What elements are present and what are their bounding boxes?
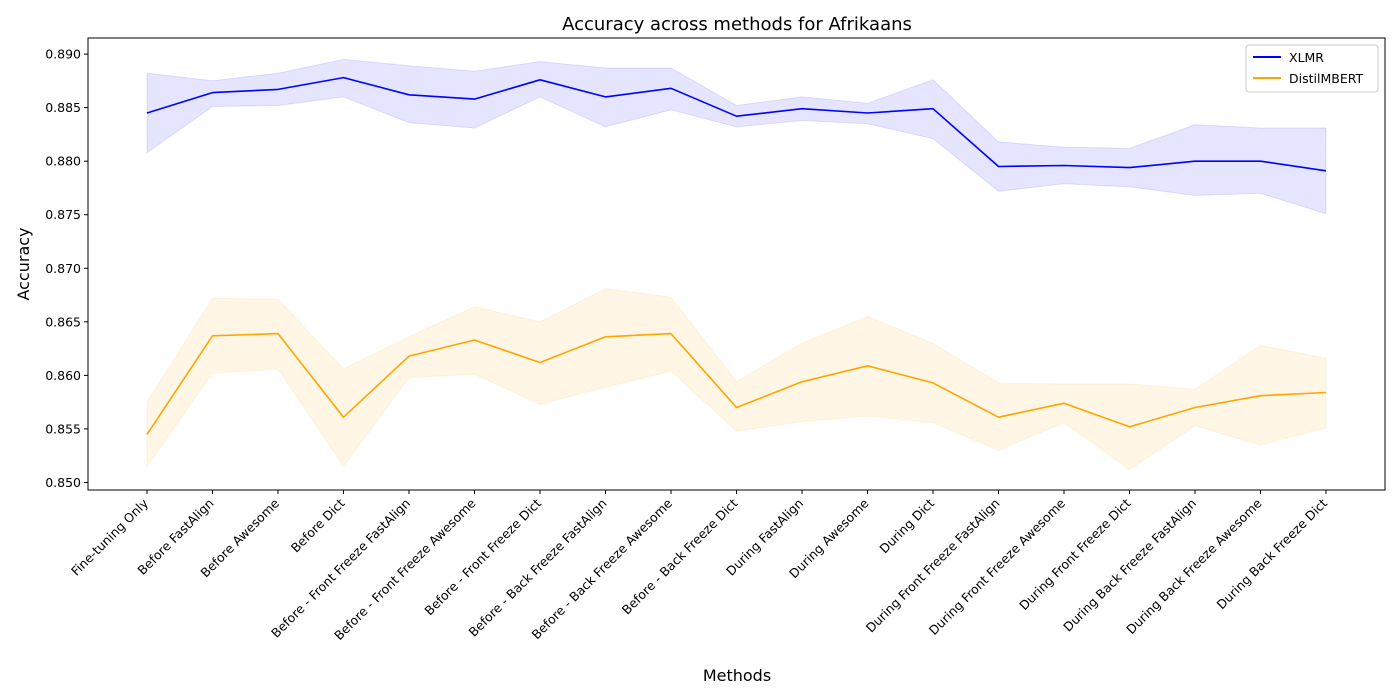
x-tick-label: During Front Freeze Dict: [1016, 495, 1134, 613]
point-xlmr-17: [1260, 160, 1262, 162]
x-tick-label: Before - Front Freeze Awesome: [331, 495, 479, 643]
point-xlmr-10: [801, 108, 803, 110]
x-tick-label: During Dict: [876, 495, 937, 556]
x-tick-label: Before - Back Freeze Awesome: [528, 495, 675, 642]
x-tick-label: Before Dict: [288, 495, 348, 555]
point-xlmr-14: [1063, 165, 1065, 167]
y-tick-label: 0.880: [45, 154, 81, 169]
y-tick-label: 0.865: [45, 314, 81, 329]
confidence-bands: [146, 58, 1327, 471]
legend-label-xlmr: XLMR: [1289, 50, 1324, 65]
y-tick-label: 0.890: [45, 47, 81, 62]
x-tick-label: During Back Freeze Awesome: [1123, 495, 1265, 637]
point-distilmbert-3: [343, 416, 345, 418]
y-axis: 0.850 0.855 0.860 0.865 0.870 0.875 0.880 0.885…: [45, 47, 88, 490]
point-distilmbert-12: [932, 382, 934, 384]
point-distilmbert-0: [146, 433, 148, 435]
y-tick-label: 0.875: [45, 207, 81, 222]
x-tick-label: Before - Back Freeze FastAlign: [465, 496, 609, 640]
point-xlmr-5: [474, 98, 476, 100]
point-distilmbert-17: [1260, 395, 1262, 397]
x-tick-label: During Back Freeze Dict: [1213, 495, 1330, 612]
point-distilmbert-4: [408, 355, 410, 357]
point-distilmbert-10: [801, 381, 803, 383]
point-xlmr-15: [1129, 167, 1131, 169]
point-xlmr-18: [1325, 170, 1327, 172]
series-lines: [146, 76, 1327, 435]
legend: XLMR DistilMBERT: [1245, 44, 1379, 93]
plot-area: [87, 37, 1386, 491]
point-xlmr-7: [605, 96, 607, 98]
y-tick-label: 0.850: [45, 475, 81, 490]
point-distilmbert-8: [670, 333, 672, 335]
y-axis-label: Accuracy: [14, 227, 33, 300]
point-xlmr-1: [212, 92, 214, 94]
y-tick-label: 0.860: [45, 368, 81, 383]
point-distilmbert-16: [1194, 407, 1196, 409]
y-tick-label: 0.870: [45, 261, 81, 276]
point-xlmr-11: [867, 112, 869, 114]
series-line-distilmbert: [146, 332, 1327, 435]
x-tick-label: Before - Front Freeze FastAlign: [268, 496, 413, 641]
x-axis-label: Methods: [703, 666, 771, 685]
point-distilmbert-15: [1129, 426, 1131, 428]
x-tick-label: Before - Back Freeze Dict: [619, 495, 741, 617]
series-line-xlmr: [146, 76, 1327, 172]
point-distilmbert-14: [1063, 402, 1065, 404]
x-tick-label: During Front Freeze FastAlign: [863, 496, 1003, 636]
point-xlmr-8: [670, 87, 672, 89]
y-tick-label: 0.855: [45, 421, 81, 436]
point-xlmr-16: [1194, 160, 1196, 162]
point-distilmbert-6: [539, 362, 541, 364]
point-distilmbert-11: [867, 365, 869, 367]
point-distilmbert-1: [212, 335, 214, 337]
point-xlmr-6: [539, 79, 541, 81]
point-xlmr-0: [146, 112, 148, 114]
chart-title: Accuracy across methods for Afrikaans: [562, 14, 912, 35]
point-xlmr-9: [736, 115, 738, 117]
point-distilmbert-2: [277, 333, 279, 335]
point-distilmbert-7: [605, 336, 607, 338]
y-tick-label: 0.885: [45, 100, 81, 115]
point-distilmbert-13: [998, 416, 1000, 418]
band-distilmbert: [146, 288, 1327, 471]
point-distilmbert-5: [474, 339, 476, 341]
point-xlmr-12: [932, 108, 934, 110]
point-distilmbert-9: [736, 407, 738, 409]
point-xlmr-3: [343, 77, 345, 79]
band-xlmr: [146, 58, 1327, 215]
point-xlmr-13: [998, 166, 1000, 168]
x-tick-label: During Front Freeze Awesome: [926, 495, 1069, 638]
point-xlmr-2: [277, 89, 279, 91]
x-tick-label: During Back Freeze FastAlign: [1060, 496, 1199, 635]
legend-label-distilmbert: DistilMBERT: [1289, 71, 1363, 86]
point-xlmr-4: [408, 94, 410, 96]
point-distilmbert-18: [1325, 392, 1327, 394]
x-tick-label: Before - Front Freeze Dict: [421, 495, 544, 618]
